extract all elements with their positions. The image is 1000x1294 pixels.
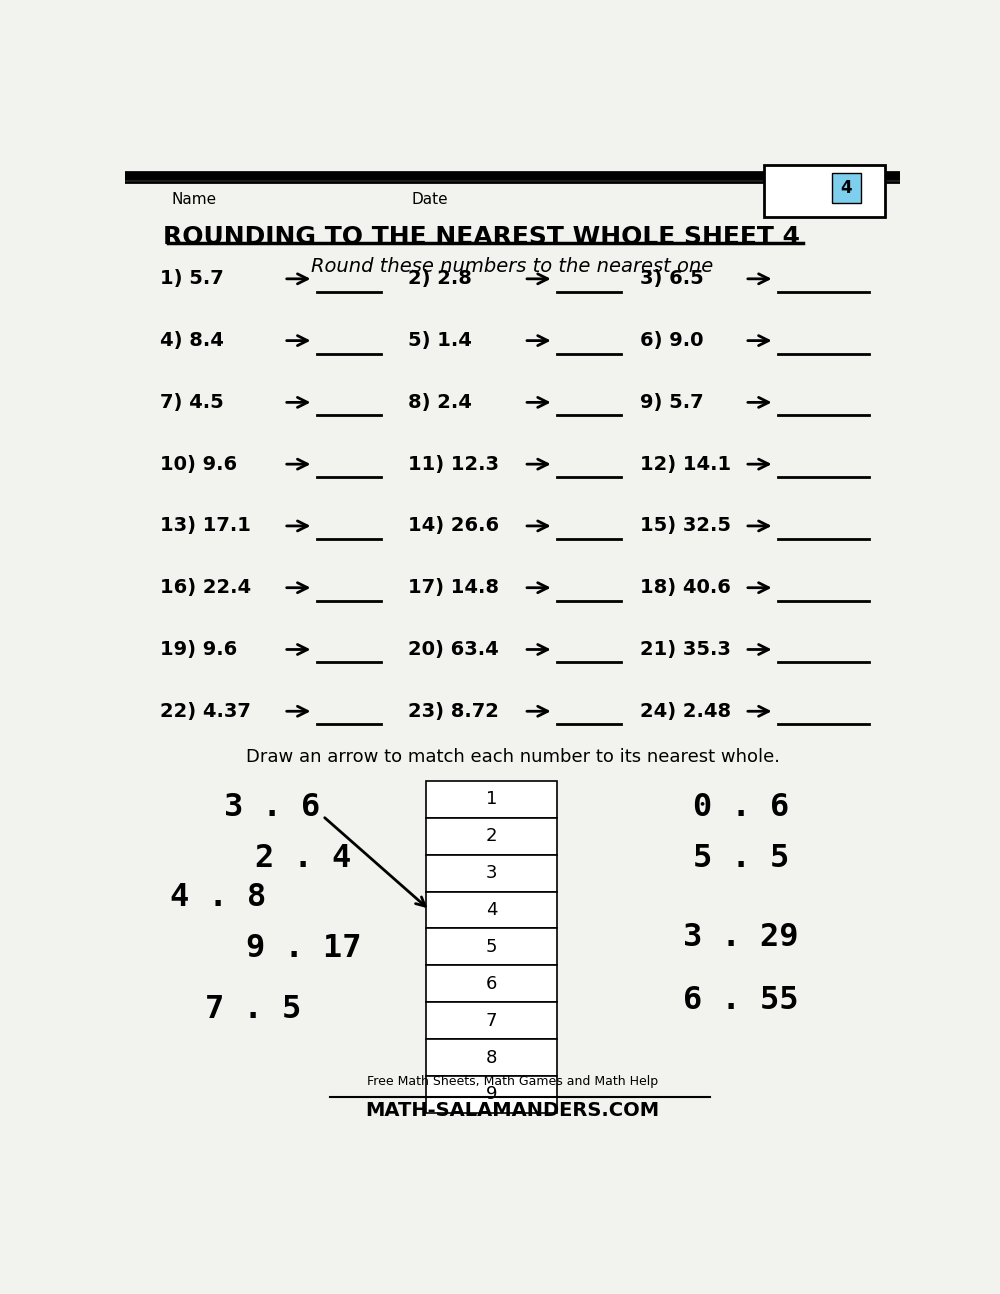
Text: 6: 6 xyxy=(486,974,497,992)
Text: 19) 9.6: 19) 9.6 xyxy=(160,641,237,659)
Text: 9) 5.7: 9) 5.7 xyxy=(640,393,704,411)
Text: 21) 35.3: 21) 35.3 xyxy=(640,641,731,659)
Text: 16) 22.4: 16) 22.4 xyxy=(160,578,251,598)
Text: 0 . 6: 0 . 6 xyxy=(693,792,789,823)
Text: Draw an arrow to match each number to its nearest whole.: Draw an arrow to match each number to it… xyxy=(246,748,780,766)
Text: 9 . 17: 9 . 17 xyxy=(246,933,361,964)
Text: 22) 4.37: 22) 4.37 xyxy=(160,701,251,721)
Text: 7 . 5: 7 . 5 xyxy=(205,994,301,1025)
Text: MATH-SALAMANDERS.COM: MATH-SALAMANDERS.COM xyxy=(365,1101,660,1119)
Text: 1: 1 xyxy=(486,791,497,809)
Text: 2) 2.8: 2) 2.8 xyxy=(408,269,472,289)
Text: 14) 26.6: 14) 26.6 xyxy=(408,516,499,536)
Bar xyxy=(832,173,861,203)
Bar xyxy=(426,965,557,1002)
Text: ROUNDING TO THE NEAREST WHOLE SHEET 4: ROUNDING TO THE NEAREST WHOLE SHEET 4 xyxy=(163,225,800,248)
Text: 4 . 8: 4 . 8 xyxy=(170,883,266,914)
Text: Round these numbers to the nearest one: Round these numbers to the nearest one xyxy=(311,258,714,276)
Text: 9: 9 xyxy=(486,1086,497,1104)
Text: 5: 5 xyxy=(486,938,497,956)
Text: 12) 14.1: 12) 14.1 xyxy=(640,454,732,474)
Text: 10) 9.6: 10) 9.6 xyxy=(160,454,237,474)
Text: Name: Name xyxy=(172,192,217,207)
Text: 3 . 6: 3 . 6 xyxy=(224,792,320,823)
Bar xyxy=(764,166,885,217)
Text: 11) 12.3: 11) 12.3 xyxy=(408,454,499,474)
Text: 20) 63.4: 20) 63.4 xyxy=(408,641,499,659)
Text: 7) 4.5: 7) 4.5 xyxy=(160,393,224,411)
Text: 3) 6.5: 3) 6.5 xyxy=(640,269,704,289)
Text: 3: 3 xyxy=(486,864,497,883)
Text: 24) 2.48: 24) 2.48 xyxy=(640,701,732,721)
Text: 8) 2.4: 8) 2.4 xyxy=(408,393,472,411)
Text: 4: 4 xyxy=(486,901,497,919)
Text: 8: 8 xyxy=(486,1048,497,1066)
Text: 4: 4 xyxy=(841,179,852,197)
Text: 6 . 55: 6 . 55 xyxy=(683,985,799,1016)
Text: 5 . 5: 5 . 5 xyxy=(693,844,789,875)
Text: 5) 1.4: 5) 1.4 xyxy=(408,331,472,351)
Text: 15) 32.5: 15) 32.5 xyxy=(640,516,731,536)
Text: 13) 17.1: 13) 17.1 xyxy=(160,516,251,536)
Text: 23) 8.72: 23) 8.72 xyxy=(408,701,499,721)
Text: 4) 8.4: 4) 8.4 xyxy=(160,331,224,351)
Bar xyxy=(426,1039,557,1075)
Text: 2: 2 xyxy=(486,827,497,845)
Bar xyxy=(426,782,557,818)
Text: 2 . 4: 2 . 4 xyxy=(255,844,351,875)
Text: 17) 14.8: 17) 14.8 xyxy=(408,578,499,598)
Text: Free Math Sheets, Math Games and Math Help: Free Math Sheets, Math Games and Math He… xyxy=(367,1075,658,1088)
Bar xyxy=(426,1075,557,1113)
Text: Date: Date xyxy=(412,192,448,207)
Text: 18) 40.6: 18) 40.6 xyxy=(640,578,731,598)
Bar xyxy=(426,818,557,855)
Text: 6) 9.0: 6) 9.0 xyxy=(640,331,704,351)
Bar xyxy=(426,892,557,929)
Text: 3 . 29: 3 . 29 xyxy=(683,921,799,952)
Text: 1) 5.7: 1) 5.7 xyxy=(160,269,224,289)
Bar xyxy=(426,929,557,965)
Bar xyxy=(426,855,557,892)
Text: 7: 7 xyxy=(486,1012,497,1030)
Bar xyxy=(426,1002,557,1039)
